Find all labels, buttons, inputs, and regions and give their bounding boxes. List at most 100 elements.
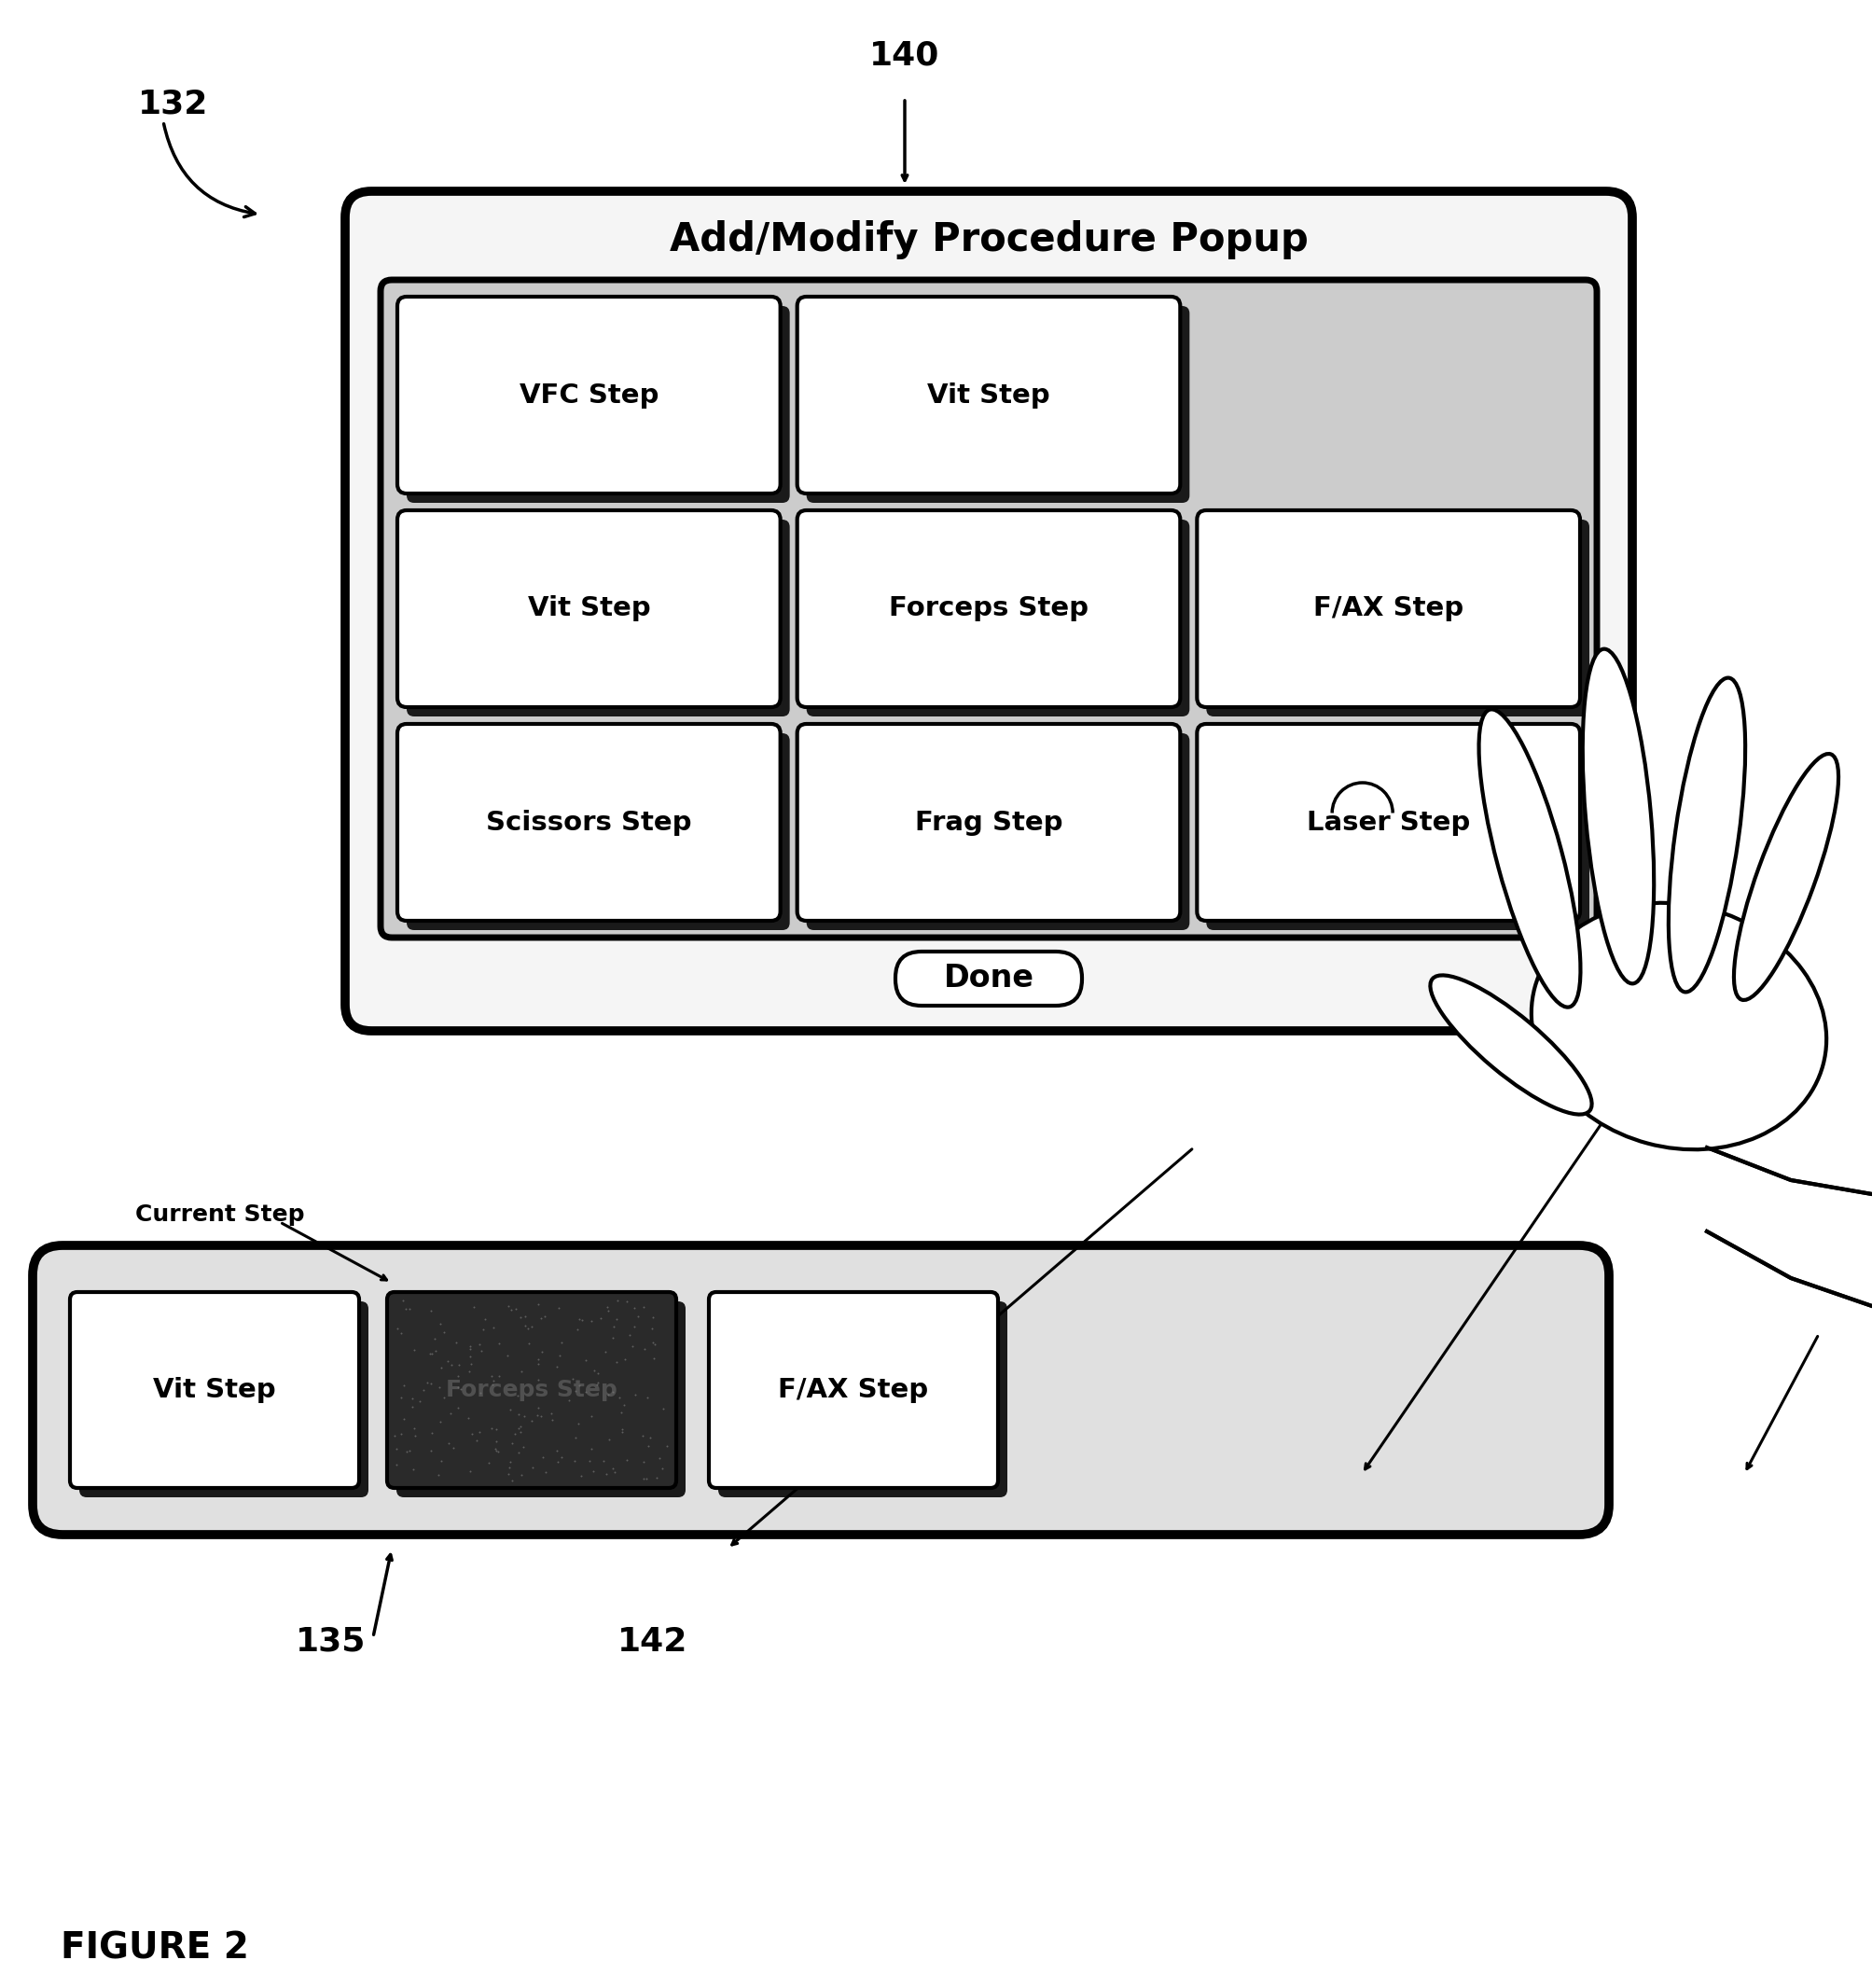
Point — [601, 1346, 631, 1378]
Point — [455, 1356, 485, 1388]
FancyBboxPatch shape — [719, 1302, 1007, 1497]
Point — [504, 1413, 534, 1445]
FancyBboxPatch shape — [406, 734, 790, 930]
Point — [511, 1310, 541, 1342]
FancyBboxPatch shape — [397, 1302, 685, 1497]
FancyBboxPatch shape — [406, 519, 790, 716]
Point — [457, 1417, 487, 1449]
Point — [477, 1413, 507, 1445]
Ellipse shape — [1430, 976, 1591, 1115]
Point — [475, 1360, 505, 1392]
Text: 135: 135 — [296, 1626, 367, 1658]
FancyBboxPatch shape — [344, 191, 1632, 1032]
Text: F/AX Step: F/AX Step — [779, 1378, 929, 1404]
Point — [597, 1376, 627, 1408]
Point — [607, 1417, 636, 1449]
Text: Frag Step: Frag Step — [915, 809, 1063, 835]
Point — [416, 1294, 446, 1326]
Point — [522, 1344, 552, 1376]
FancyBboxPatch shape — [1196, 511, 1580, 708]
Point — [404, 1386, 434, 1417]
Point — [504, 1437, 534, 1469]
Point — [612, 1284, 642, 1316]
Point — [648, 1394, 678, 1425]
Point — [421, 1334, 451, 1366]
Point — [571, 1344, 601, 1376]
Point — [494, 1394, 524, 1425]
Point — [505, 1415, 535, 1447]
Polygon shape — [1707, 1147, 1872, 1306]
Point — [543, 1350, 573, 1382]
Text: Vit Step: Vit Step — [154, 1378, 275, 1404]
Point — [380, 1419, 410, 1451]
Point — [399, 1334, 429, 1366]
Point — [586, 1302, 616, 1334]
Point — [494, 1457, 524, 1489]
Point — [494, 1451, 524, 1483]
Point — [399, 1453, 429, 1485]
Point — [462, 1423, 492, 1455]
Point — [485, 1328, 515, 1360]
Point — [648, 1453, 678, 1485]
FancyBboxPatch shape — [797, 296, 1179, 493]
Point — [597, 1451, 627, 1483]
Point — [494, 1290, 524, 1322]
Point — [388, 1284, 417, 1316]
Point — [502, 1380, 532, 1411]
Point — [455, 1330, 485, 1362]
Point — [599, 1457, 629, 1489]
Point — [468, 1314, 498, 1346]
Point — [560, 1445, 590, 1477]
Point — [442, 1326, 472, 1358]
Point — [444, 1350, 474, 1382]
Point — [408, 1374, 438, 1406]
Point — [578, 1354, 608, 1386]
Point — [599, 1322, 629, 1354]
Point — [425, 1406, 455, 1437]
FancyBboxPatch shape — [895, 952, 1082, 1006]
Point — [603, 1284, 633, 1316]
Point — [593, 1423, 623, 1455]
FancyBboxPatch shape — [406, 306, 790, 503]
Text: Done: Done — [943, 964, 1033, 994]
Point — [419, 1322, 449, 1354]
Point — [386, 1382, 416, 1413]
FancyArrowPatch shape — [163, 123, 255, 217]
Point — [601, 1304, 631, 1336]
Text: 132: 132 — [139, 89, 208, 121]
Point — [425, 1372, 455, 1404]
Ellipse shape — [1479, 710, 1580, 1008]
Point — [522, 1348, 552, 1380]
Point — [522, 1364, 552, 1396]
Point — [395, 1292, 425, 1324]
Point — [504, 1400, 534, 1431]
Text: Forceps Step: Forceps Step — [446, 1380, 618, 1402]
Point — [563, 1370, 593, 1402]
Point — [505, 1409, 535, 1441]
Point — [434, 1427, 464, 1459]
Point — [577, 1304, 607, 1336]
Point — [442, 1392, 472, 1423]
Ellipse shape — [1531, 903, 1827, 1149]
Point — [455, 1455, 485, 1487]
Point — [427, 1352, 457, 1384]
Point — [592, 1292, 622, 1324]
Point — [623, 1300, 653, 1332]
Point — [505, 1302, 535, 1334]
Point — [593, 1294, 623, 1326]
Point — [455, 1334, 485, 1366]
Point — [560, 1376, 590, 1408]
Point — [607, 1413, 636, 1445]
Point — [496, 1427, 526, 1459]
Point — [592, 1459, 622, 1491]
Point — [444, 1360, 474, 1392]
Text: Add/Modify Procedure Popup: Add/Modify Procedure Popup — [670, 221, 1309, 258]
Point — [416, 1338, 446, 1370]
Point — [474, 1447, 504, 1479]
Point — [481, 1435, 511, 1467]
Text: Current Step: Current Step — [135, 1203, 305, 1227]
Point — [417, 1338, 447, 1370]
Point — [575, 1445, 605, 1477]
Text: Vit Step: Vit Step — [528, 596, 650, 622]
Point — [382, 1449, 412, 1481]
